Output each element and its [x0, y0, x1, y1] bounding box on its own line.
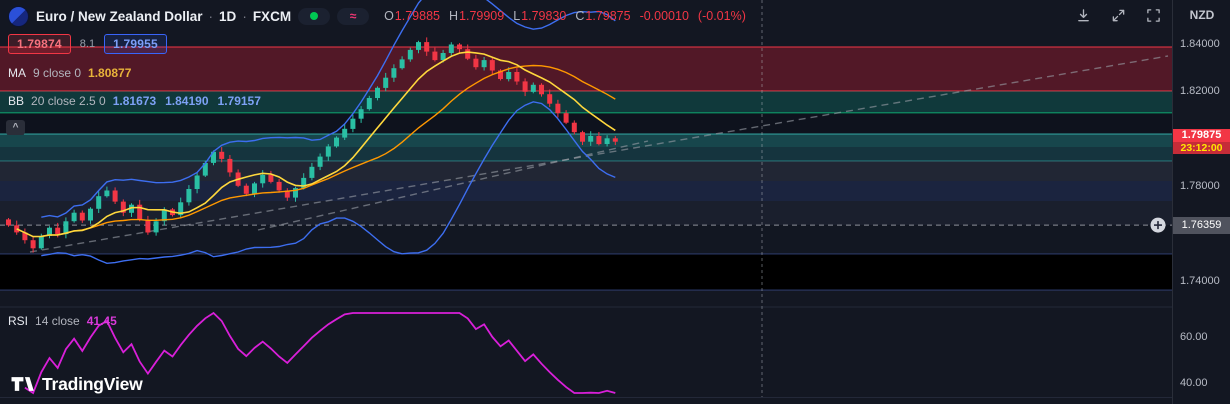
separator: · [242, 8, 247, 24]
open-label: O [384, 9, 394, 23]
exchange[interactable]: FXCM [252, 8, 292, 24]
rsi-params: 14 close [35, 314, 80, 328]
feed-wave-icon: ≈ [349, 9, 357, 23]
bb-legend[interactable]: BB 20 close 2.5 0 1.81673 1.84190 1.7915… [8, 94, 263, 108]
bb-name: BB [8, 94, 25, 108]
price-tick-label: 1.84000 [1180, 38, 1220, 50]
symbol-name[interactable]: Euro / New Zealand Dollar [36, 8, 203, 24]
tradingview-logo-text: TradingView [42, 373, 143, 394]
collapse-pane-button[interactable]: ^ [6, 120, 25, 135]
last-price-badge[interactable]: 1.79875 23:12:00 [1173, 128, 1230, 154]
rsi-value: 41.45 [86, 314, 117, 328]
close-label: C [575, 9, 585, 23]
price-tick-label: 1.74000 [1180, 275, 1220, 287]
market-open-dot-icon [310, 12, 319, 20]
high-label: H [448, 9, 459, 23]
tradingview-logo[interactable]: TradingView [10, 373, 143, 395]
rsi-tick-label: 60.00 [1180, 331, 1208, 343]
tradingview-logo-icon [11, 377, 34, 391]
ma-line [16, 51, 616, 238]
timeframe[interactable]: 1D [219, 8, 237, 24]
rsi-line [24, 311, 616, 395]
chart-header: Euro / New Zealand Dollar · 1D · FXCM ≈ … [8, 5, 746, 27]
red-price-badge[interactable]: 1.79874 [8, 34, 71, 54]
ma-value: 1.80877 [88, 66, 132, 80]
ma-legend[interactable]: MA 9 close 0 1.80877 [8, 66, 131, 80]
data-feed-pill[interactable]: ≈ [337, 7, 370, 25]
bb-upper-line [41, 0, 616, 218]
blue-price-badge[interactable]: 1.79955 [104, 34, 167, 54]
symbol-title[interactable]: Euro / New Zealand Dollar · 1D · FXCM [36, 9, 291, 24]
fullscreen-icon[interactable] [1144, 6, 1162, 24]
high-value: 1.79909 [459, 9, 505, 23]
change-value: -0.00010 [639, 9, 689, 23]
bb-params: 20 close 2.5 0 [31, 94, 106, 108]
indicator-lines-layer [16, 0, 616, 265]
pip-distance: 8.1 [79, 38, 96, 50]
market-status-pill[interactable] [298, 7, 331, 25]
chevron-up-icon: ^ [12, 121, 19, 133]
candles-layer [6, 37, 618, 253]
low-label: L [513, 9, 521, 23]
ma-params: 9 close 0 [33, 66, 82, 80]
ohlc-readout: O 1.79885 H 1.79909 L 1.79830 C 1.79875 -0.0… [384, 9, 746, 23]
price-tick-label: 1.82000 [1180, 85, 1220, 98]
axis-currency-label[interactable]: NZD [1189, 8, 1215, 22]
add-alert-plus-icon[interactable] [1150, 217, 1166, 233]
bar-countdown: 23:12:00 [1173, 141, 1230, 154]
header-toolbar [1074, 6, 1162, 24]
symbol-pair-icon [8, 5, 29, 27]
bottom-separator [0, 397, 1172, 404]
close-value: 1.79875 [585, 9, 631, 23]
open-value: 1.79885 [394, 9, 440, 23]
low-value: 1.79830 [521, 9, 567, 23]
rsi-tick-label: 40.00 [1180, 377, 1208, 389]
price-label-row: 1.79874 8.1 1.79955 [8, 34, 167, 54]
level-price-badge: 1.76359 [1173, 216, 1230, 234]
trendlines-layer [29, 55, 1169, 253]
bb-lower-value: 1.79157 [217, 94, 261, 108]
download-icon[interactable] [1074, 6, 1092, 24]
price-tick-label: 1.78000 [1180, 180, 1220, 193]
bb-basis-value: 1.81673 [112, 94, 157, 108]
price-axis[interactable]: NZD 1.84000 1.82000 1.78000 1.74000 1.79875… [1172, 0, 1230, 404]
rsi-name: RSI [8, 314, 29, 328]
rsi-legend[interactable]: RSI 14 close 41.45 [8, 314, 117, 328]
change-percent: (-0.01%) [697, 9, 746, 23]
maximize-icon[interactable] [1109, 6, 1127, 24]
bb-upper-value: 1.84190 [165, 94, 209, 108]
separator: · [208, 8, 214, 24]
last-price: 1.79875 [1181, 128, 1222, 141]
bb-lower-line [41, 101, 616, 265]
ma-name: MA [8, 66, 26, 80]
